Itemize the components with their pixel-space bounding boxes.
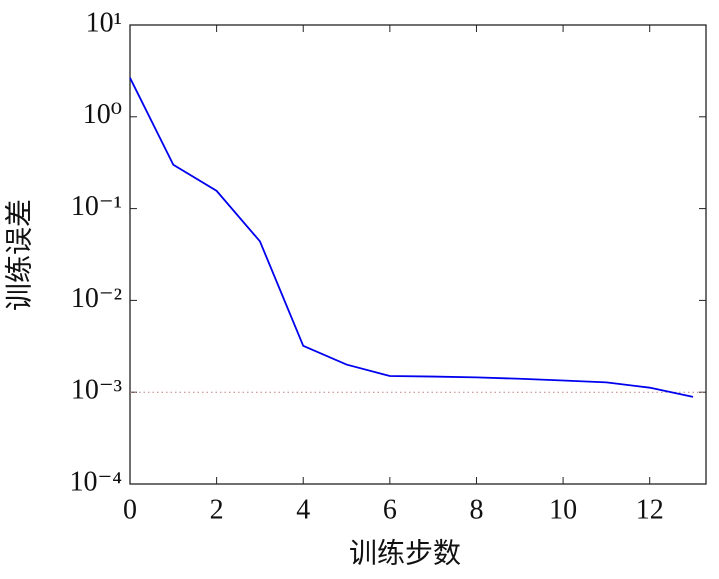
- y-tick-label: 10⁰: [83, 99, 122, 130]
- x-tick-label: 8: [469, 494, 483, 525]
- y-tick-label: 10⁻⁴: [69, 466, 122, 497]
- x-tick-label: 4: [296, 494, 310, 525]
- y-tick-label: 10⁻³: [71, 375, 122, 406]
- x-tick-label: 10: [549, 494, 577, 525]
- x-tick-label: 12: [636, 494, 664, 525]
- plot-frame: [129, 24, 707, 485]
- x-tick-label: 6: [383, 494, 397, 525]
- y-axis-label: 训练误差: [3, 199, 35, 311]
- y-tick-label: 10¹: [86, 7, 122, 38]
- y-tick-label: 10⁻²: [71, 283, 122, 314]
- data-line: [129, 77, 694, 398]
- x-tick-label: 0: [123, 494, 137, 525]
- x-tick-label: 2: [210, 494, 224, 525]
- x-axis-label: 训练步数: [349, 537, 461, 569]
- y-tick-label: 10⁻¹: [71, 191, 122, 222]
